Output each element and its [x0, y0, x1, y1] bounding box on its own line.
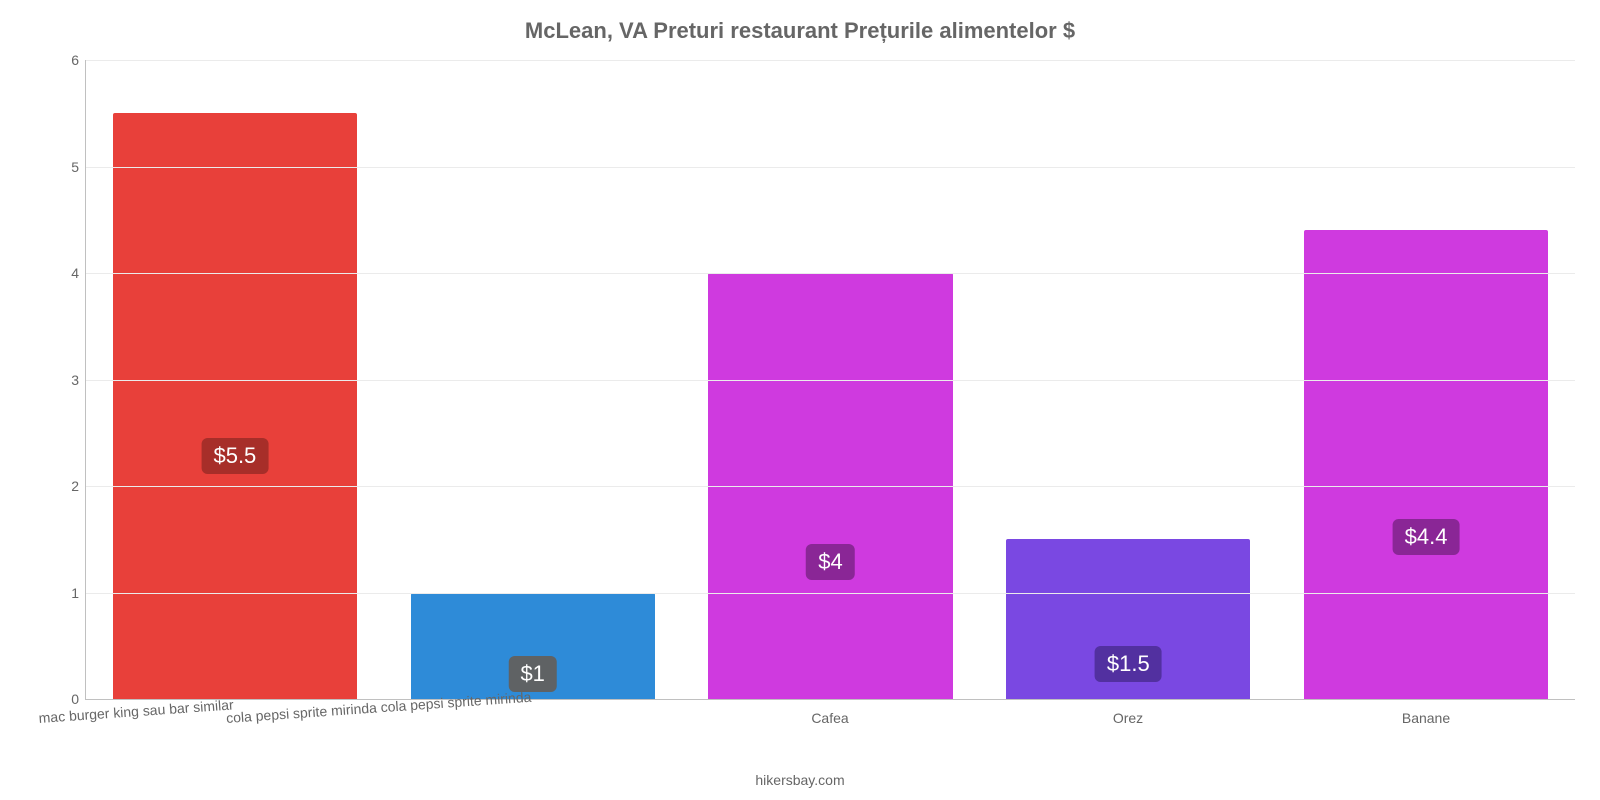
- x-tick-label: Cafea: [811, 710, 848, 726]
- bar: $1: [411, 593, 655, 700]
- x-label-slot: Cafea: [681, 702, 979, 762]
- x-label-slot: Banane: [1277, 702, 1575, 762]
- grid-line: [86, 167, 1575, 168]
- y-tick-label: 0: [51, 691, 79, 707]
- y-tick-label: 5: [51, 159, 79, 175]
- source-label: hikersbay.com: [0, 772, 1600, 788]
- price-chart: McLean, VA Preturi restaurant Prețurile …: [0, 0, 1600, 800]
- grid-line: [86, 273, 1575, 274]
- x-label-slot: Orez: [979, 702, 1277, 762]
- y-tick-label: 4: [51, 265, 79, 281]
- y-tick-label: 1: [51, 585, 79, 601]
- grid-line: [86, 380, 1575, 381]
- y-tick-label: 3: [51, 372, 79, 388]
- grid-line: [86, 60, 1575, 61]
- value-label: $4: [806, 544, 854, 580]
- value-label: $5.5: [201, 438, 268, 474]
- x-label-slot: cola pepsi sprite mirinda cola pepsi spr…: [383, 702, 681, 762]
- x-tick-label: Banane: [1402, 710, 1450, 726]
- value-label: $1: [508, 656, 556, 692]
- y-tick-label: 2: [51, 478, 79, 494]
- chart-title: McLean, VA Preturi restaurant Prețurile …: [0, 18, 1600, 44]
- x-tick-label: Orez: [1113, 710, 1143, 726]
- bar: $1.5: [1006, 539, 1250, 699]
- grid-line: [86, 486, 1575, 487]
- bar: $4.4: [1304, 230, 1548, 699]
- bar: $5.5: [113, 113, 357, 699]
- x-axis-labels: mac burger king sau bar similarcola peps…: [85, 702, 1575, 762]
- y-tick-label: 6: [51, 52, 79, 68]
- value-label: $1.5: [1095, 646, 1162, 682]
- value-label: $4.4: [1393, 519, 1460, 555]
- grid-line: [86, 593, 1575, 594]
- plot-area: $5.5$1$4$1.5$4.4 0123456: [85, 60, 1575, 700]
